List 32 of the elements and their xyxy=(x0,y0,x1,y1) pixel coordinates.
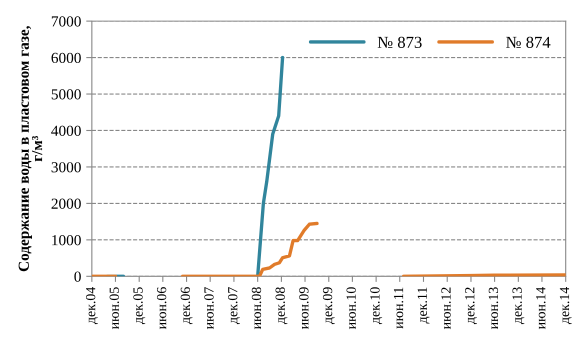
y-tick-label: 4000 xyxy=(51,126,81,136)
y-tick-label: 1000 xyxy=(52,235,81,246)
y-tick-label: 2000 xyxy=(52,198,81,209)
legend-label: № 874 xyxy=(506,36,550,48)
y-axis-title: Содержание воды в пластовом газе, г/м³ xyxy=(18,26,42,272)
x-tick-label: июн.09 xyxy=(299,287,309,330)
y-tick-label: 7000 xyxy=(52,16,81,27)
x-tick-label: июн.08 xyxy=(252,287,262,330)
x-tick-label: дек.06 xyxy=(180,287,193,324)
x-tick-label: июн.12 xyxy=(441,288,451,330)
x-tick-label: июн.10 xyxy=(346,287,356,330)
x-tick-label: дек.11 xyxy=(418,288,430,324)
y-tick-label: 6000 xyxy=(52,52,81,64)
y-tick-label: 0 xyxy=(74,271,81,282)
x-tick-label: дек.05 xyxy=(133,287,146,324)
x-tick-label: июн.06 xyxy=(156,287,166,330)
x-tick-label: июн.05 xyxy=(110,287,119,330)
x-tick-label: дек.09 xyxy=(322,287,335,324)
y-tick-label: 3000 xyxy=(52,162,81,172)
x-tick-label: дек.10 xyxy=(370,287,382,324)
x-tick-label: июн.07 xyxy=(204,287,214,330)
x-tick-label: дек.08 xyxy=(276,287,288,324)
x-tick-label: дек.12 xyxy=(465,288,478,324)
x-tick-label: дек.04 xyxy=(86,286,98,324)
x-tick-label: дек.13 xyxy=(512,287,524,324)
x-tick-label: июн.13 xyxy=(488,287,498,330)
legend-label: № 873 xyxy=(378,36,422,48)
y-tick-label: 5000 xyxy=(52,89,81,100)
x-tick-label: июн.14 xyxy=(536,286,546,330)
x-tick-label: дек.14 xyxy=(560,286,572,324)
x-tick-label: июн.11 xyxy=(394,288,404,329)
x-tick-label: дек.07 xyxy=(228,287,240,324)
